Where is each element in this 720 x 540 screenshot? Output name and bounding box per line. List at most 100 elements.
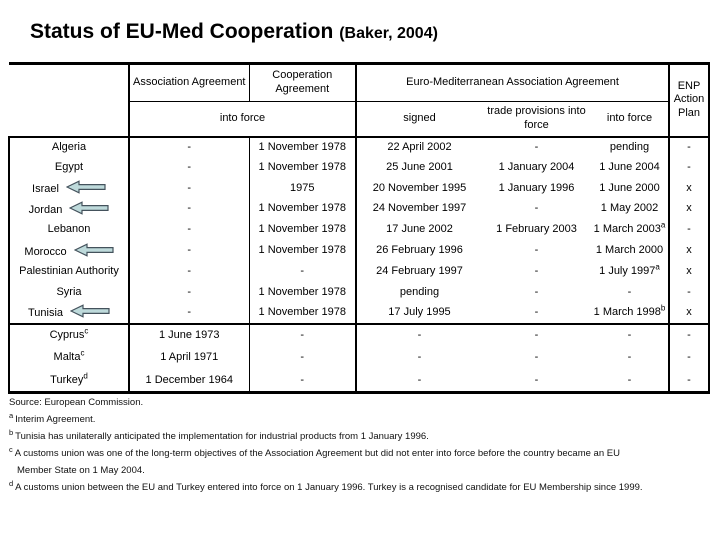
footnote-d-text: A customs union between the EU and Turke…	[15, 482, 643, 493]
cell-euromed-trade-provisions: -	[534, 351, 539, 364]
cell-euromed-signed: 25 June 2001	[386, 160, 453, 173]
cell-euromed-trade-provisions: 1 January 2004	[498, 160, 575, 173]
cell-cooperation-into-force: 1 November 1978	[249, 302, 357, 324]
cell-euromed-signed: 22 April 2002	[387, 140, 452, 153]
cell-enp-action-plan: -	[669, 322, 711, 347]
footnote-ref: c	[80, 348, 85, 358]
cell-euromed-trade-provisions: -	[534, 202, 539, 215]
cell-association-into-force: -	[129, 261, 250, 283]
country-cell: Tunisia	[8, 302, 130, 324]
subheader-into-force-span: into force	[129, 101, 357, 138]
cell-euromed-trade-provisions: -	[534, 285, 539, 298]
cell-association-into-force: 1 June 1973	[129, 322, 250, 347]
cell-enp-action-plan: x	[669, 198, 711, 220]
country-cell: Israel	[8, 178, 130, 199]
footnote-ref: d	[83, 370, 88, 380]
footnote-ref: c	[84, 326, 89, 336]
footnote-d-marker: d	[9, 478, 14, 488]
cell-euromed-into-force: -	[591, 322, 671, 347]
footnote-a-marker: a	[9, 410, 14, 420]
footnote-a: a Interim Agreement.	[9, 411, 654, 428]
col-header-euromed: Euro-Mediterranean Association Agreement	[356, 62, 671, 102]
footnote-ref: b	[660, 303, 666, 313]
footnotes: Source: European Commission. a Interim Ag…	[9, 394, 654, 496]
country-cell: Algeria	[8, 136, 130, 158]
cell-cooperation-into-force: 1 November 1978	[249, 198, 357, 220]
table-row: Palestinian Authority - -24 February 1997-…	[8, 261, 711, 283]
cell-euromed-signed: 26 February 1996	[376, 244, 463, 256]
footnote-source-text: Source: European Commission.	[9, 397, 144, 408]
cell-enp-action-plan: x	[669, 178, 711, 199]
cell-association-into-force: 1 December 1964	[129, 369, 250, 395]
cell-euromed-into-force: 1 June 2000	[591, 178, 671, 199]
cell-enp-action-plan: -	[669, 369, 711, 395]
table-row: Turkeyd 1 December 1964- - - - -	[8, 369, 711, 395]
cell-enp-action-plan: -	[669, 282, 711, 303]
cell-association-into-force: -	[129, 282, 250, 303]
cooperation-status-table: Association Agreement Cooperation Agreem…	[8, 62, 711, 395]
cell-euromed-trade-provisions: -	[534, 140, 539, 153]
table-row: Cyprusc 1 June 1973- - - - -	[8, 322, 711, 347]
cell-cooperation-into-force: 1 November 1978	[249, 219, 357, 241]
cell-euromed-signed: -	[356, 322, 482, 347]
cell-enp-action-plan: -	[669, 219, 711, 241]
cell-euromed-into-force: -	[591, 282, 671, 303]
cell-cooperation-into-force: 1 November 1978	[249, 157, 357, 179]
cell-euromed-signed: 20 November 1995	[372, 181, 467, 194]
cell-enp-action-plan: x	[669, 302, 711, 324]
footnote-c-text: A customs union was one of the long-term…	[14, 448, 620, 476]
country-cell: Syria	[8, 282, 130, 303]
cell-euromed-into-force: 1 March 1998b	[591, 302, 671, 324]
page-title: Status of EU-Med Cooperation (Baker, 200…	[30, 20, 438, 44]
corner-cell	[9, 62, 130, 138]
cell-association-into-force: -	[129, 157, 250, 179]
cell-enp-action-plan: x	[669, 261, 711, 283]
country-cell: Cyprusc	[8, 322, 130, 347]
left-arrow-icon	[65, 180, 106, 194]
left-arrow-icon	[69, 304, 110, 319]
footnote-c-marker: c	[9, 444, 13, 454]
footnote-source: Source: European Commission.	[9, 394, 654, 411]
cell-association-into-force: -	[129, 240, 250, 262]
footnote-ref: a	[655, 262, 660, 272]
table-row: Syria -1 November 1978 pending - - -	[8, 282, 711, 303]
cell-euromed-signed: 17 July 1995	[388, 305, 451, 318]
cell-cooperation-into-force: -	[249, 346, 357, 370]
cell-cooperation-into-force: 1 November 1978	[249, 240, 357, 262]
cell-euromed-into-force: 1 July 1997a	[591, 261, 671, 283]
col-header-enp: ENP Action Plan	[669, 62, 711, 138]
cell-euromed-signed: -	[356, 369, 482, 395]
cell-euromed-into-force: 1 March 2000	[591, 240, 671, 262]
footnote-a-text: Interim Agreement.	[15, 414, 96, 425]
country-cell: Morocco	[8, 240, 130, 262]
subheader-trade-provisions: trade provisions into force	[482, 101, 591, 138]
country-cell: Lebanon	[8, 219, 130, 241]
cell-cooperation-into-force: -	[249, 261, 357, 283]
col-header-cooperation: Cooperation Agreement	[249, 62, 357, 102]
footnote-b-marker: b	[9, 427, 14, 437]
cell-euromed-signed: 17 June 2002	[386, 223, 453, 236]
cell-cooperation-into-force: 1 November 1978	[249, 136, 357, 158]
country-cell: Maltac	[8, 346, 130, 370]
header-row-2: into force signed trade provisions into …	[9, 101, 709, 138]
cell-association-into-force: -	[129, 178, 250, 199]
cell-association-into-force: -	[129, 136, 250, 158]
cell-cooperation-into-force: -	[249, 369, 357, 395]
table-row: Tunisia -1 November 1978 17 July 1995-1 Ma…	[8, 302, 711, 324]
footnote-ref: a	[660, 220, 666, 230]
cell-euromed-trade-provisions: 1 January 1996	[498, 181, 575, 194]
cell-euromed-signed: -	[417, 351, 422, 364]
subheader-signed: signed	[356, 101, 482, 138]
table-row: Lebanon -1 November 1978 17 June 2002 1 Feb…	[8, 219, 711, 241]
left-arrow-icon	[73, 242, 114, 257]
cell-euromed-signed: 24 November 1997	[372, 202, 467, 215]
table-row: Egypt -1 November 1978 25 June 2001 1 Janua…	[8, 157, 711, 179]
footnote-b-text: Tunisia has unilaterally anticipated the…	[15, 431, 429, 442]
cell-association-into-force: 1 April 1971	[129, 346, 250, 370]
cell-euromed-trade-provisions: -	[534, 305, 539, 318]
cell-enp-action-plan: -	[669, 346, 711, 370]
col-header-association: Association Agreement	[129, 62, 250, 102]
cell-enp-action-plan: -	[669, 157, 711, 179]
